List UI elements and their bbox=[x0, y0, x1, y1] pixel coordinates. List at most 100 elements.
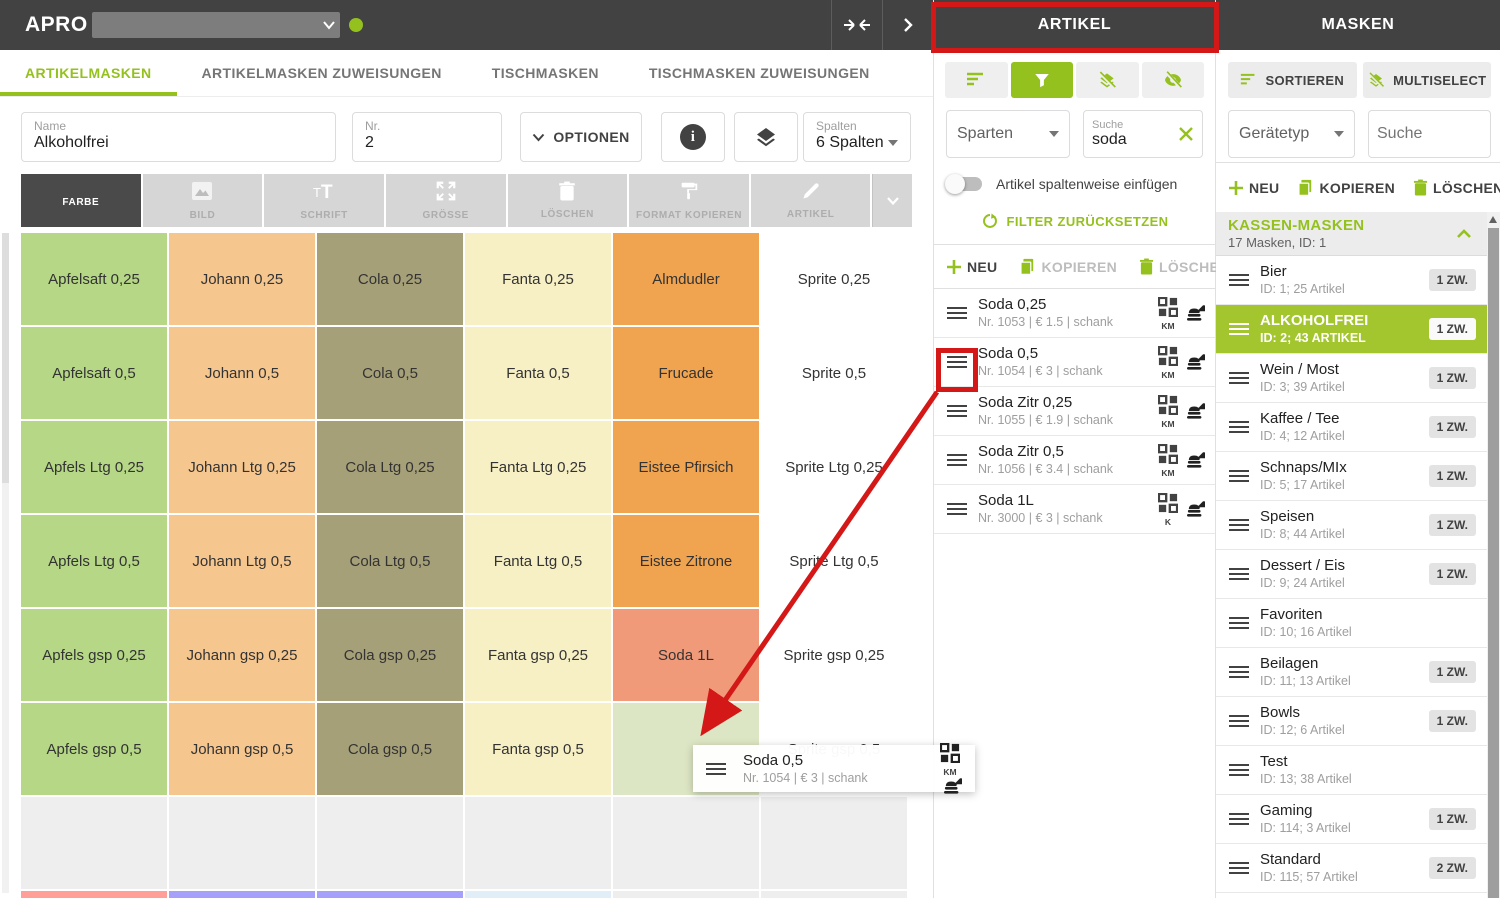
masken-neu-button[interactable]: NEU bbox=[1228, 180, 1279, 196]
drag-handle-icon[interactable] bbox=[946, 404, 968, 418]
grid-cell-sprite-0-5[interactable]: Sprite 0,5 bbox=[761, 327, 907, 419]
tab-artikelmasken-zuweisungen[interactable]: ARTIKELMASKEN ZUWEISUNGEN bbox=[201, 65, 442, 81]
clear-search-icon[interactable] bbox=[1178, 126, 1194, 142]
grid-cell[interactable] bbox=[613, 797, 759, 889]
mask-item-speisen[interactable]: Speisen ID: 8; 44 Artikel 1 ZW. bbox=[1216, 501, 1500, 550]
mask-item-alkoholfrei[interactable]: ALKOHOLFREI ID: 2; 43 ARTIKEL 1 ZW. bbox=[1216, 305, 1500, 354]
artikel-kopieren-button[interactable]: KOPIEREN bbox=[1019, 258, 1117, 276]
artikel-item-soda-1l[interactable]: Soda 1L Nr. 3000 | € 3 | schank K bbox=[934, 485, 1215, 534]
grid-cell-johann-gsp-0-5[interactable]: Johann gsp 0,5 bbox=[169, 703, 315, 795]
hide-preview-button[interactable] bbox=[1141, 62, 1204, 98]
grid-cell-fanta-gsp-0-25[interactable]: Fanta gsp 0,25 bbox=[465, 609, 611, 701]
artikel-neu-button[interactable]: NEU bbox=[946, 259, 997, 275]
grid-cell-sprite-gsp-0-25[interactable]: Sprite gsp 0,25 bbox=[761, 609, 907, 701]
drag-handle-icon[interactable] bbox=[946, 502, 968, 516]
tab-tischmasken-zuweisungen[interactable]: TISCHMASKEN ZUWEISUNGEN bbox=[648, 65, 870, 81]
grid-cell-johann-ltg-0-5[interactable]: Johann Ltg 0,5 bbox=[169, 515, 315, 607]
artikel-item-soda-0-5[interactable]: Soda 0,5 Nr. 1054 | € 3 | schank KM bbox=[934, 338, 1215, 387]
grid-cell[interactable] bbox=[317, 891, 463, 898]
masken-kopieren-button[interactable]: KOPIEREN bbox=[1297, 179, 1395, 197]
grid-cell-johann-gsp-0-25[interactable]: Johann gsp 0,25 bbox=[169, 609, 315, 701]
grid-cell-cola-gsp-0-25[interactable]: Cola gsp 0,25 bbox=[317, 609, 463, 701]
geraetetyp-select[interactable]: Gerätetyp bbox=[1228, 110, 1355, 158]
nr-field[interactable]: Nr. 2 bbox=[352, 112, 502, 162]
format-image-button[interactable]: BILD bbox=[142, 174, 263, 227]
drag-handle-icon[interactable] bbox=[1228, 322, 1250, 336]
masken-scrollbar[interactable] bbox=[1487, 212, 1500, 898]
grid-cell[interactable] bbox=[613, 891, 759, 898]
grid-cell[interactable] bbox=[761, 891, 907, 898]
drag-handle-icon[interactable] bbox=[1228, 763, 1250, 777]
grid-cell-cola-0-25[interactable]: Cola 0,25 bbox=[317, 233, 463, 325]
tab-artikelmasken[interactable]: ARTIKELMASKEN bbox=[0, 50, 177, 96]
drag-handle-icon[interactable] bbox=[1228, 420, 1250, 434]
format-swatch-button[interactable]: FARBE bbox=[21, 174, 141, 227]
format-roller-button[interactable]: FORMAT KOPIEREN bbox=[629, 174, 749, 227]
scroll-up-arrow[interactable] bbox=[1489, 216, 1497, 223]
grid-cell-almdudler[interactable]: Almdudler bbox=[613, 233, 759, 325]
artikel-loeschen-button[interactable]: LÖSCHEN bbox=[1139, 258, 1230, 275]
grid-cell[interactable] bbox=[465, 797, 611, 889]
grid-cell[interactable] bbox=[465, 891, 611, 898]
drag-handle-icon[interactable] bbox=[1228, 371, 1250, 385]
mask-item-bier[interactable]: Bier ID: 1; 25 Artikel 1 ZW. bbox=[1216, 256, 1500, 305]
kassen-masken-group-header[interactable]: KASSEN-MASKEN 17 Masken, ID: 1 bbox=[1216, 212, 1500, 256]
mask-item-standard[interactable]: Standard ID: 115; 57 Artikel 2 ZW. bbox=[1216, 844, 1500, 893]
tab-tischmasken[interactable]: TISCHMASKEN bbox=[491, 65, 599, 81]
chevron-up-icon[interactable] bbox=[1456, 228, 1472, 239]
collapse-panels-button[interactable] bbox=[831, 0, 882, 50]
grid-cell-johann-ltg-0-25[interactable]: Johann Ltg 0,25 bbox=[169, 421, 315, 513]
mask-item-favoriten[interactable]: Favoriten ID: 10; 16 Artikel bbox=[1216, 599, 1500, 648]
columnwise-insert-toggle[interactable]: Artikel spaltenweise einfügen bbox=[934, 162, 1215, 196]
grid-cell[interactable] bbox=[21, 891, 167, 898]
sortieren-button[interactable]: SORTIEREN bbox=[1228, 62, 1357, 98]
grid-cell-fanta-ltg-0-25[interactable]: Fanta Ltg 0,25 bbox=[465, 421, 611, 513]
masken-loeschen-button[interactable]: LÖSCHEN bbox=[1413, 179, 1500, 196]
mask-item-gaming[interactable]: Gaming ID: 114; 3 Artikel 1 ZW. bbox=[1216, 795, 1500, 844]
grid-cell[interactable] bbox=[169, 891, 315, 898]
grid-cell-apfels-ltg-0-5[interactable]: Apfels Ltg 0,5 bbox=[21, 515, 167, 607]
grid-cell-eistee-pfirsich[interactable]: Eistee Pfirsich bbox=[613, 421, 759, 513]
grid-cell-apfelsaft-0-25[interactable]: Apfelsaft 0,25 bbox=[21, 233, 167, 325]
drag-handle-icon[interactable] bbox=[946, 306, 968, 320]
drag-handle-icon[interactable] bbox=[1228, 518, 1250, 532]
grid-cell-soda-1l[interactable]: Soda 1L bbox=[613, 609, 759, 701]
grid-cell[interactable] bbox=[761, 797, 907, 889]
layers-button[interactable] bbox=[734, 112, 798, 162]
multiselect-button[interactable]: MULTISELECT bbox=[1362, 62, 1491, 98]
grid-cell-fanta-ltg-0-5[interactable]: Fanta Ltg 0,5 bbox=[465, 515, 611, 607]
grid-cell[interactable] bbox=[169, 797, 315, 889]
mask-item-test[interactable]: Test ID: 13; 38 Artikel bbox=[1216, 746, 1500, 795]
mask-item-wein-most[interactable]: Wein / Most ID: 3; 39 Artikel 1 ZW. bbox=[1216, 354, 1500, 403]
grid-cell-fanta-0-25[interactable]: Fanta 0,25 bbox=[465, 233, 611, 325]
artikel-item-soda-zitr-0-5[interactable]: Soda Zitr 0,5 Nr. 1056 | € 3.4 | schank KM bbox=[934, 436, 1215, 485]
grid-cell-apfelsaft-0-5[interactable]: Apfelsaft 0,5 bbox=[21, 327, 167, 419]
sort-button[interactable] bbox=[945, 62, 1008, 98]
artikel-item-soda-0-25[interactable]: Soda 0,25 Nr. 1053 | € 1.5 | schank KM bbox=[934, 289, 1215, 338]
grid-cell-eistee-zitrone[interactable]: Eistee Zitrone bbox=[613, 515, 759, 607]
grid-cell-sprite-ltg-0-5[interactable]: Sprite Ltg 0,5 bbox=[761, 515, 907, 607]
mask-item-bowls[interactable]: Bowls ID: 12; 6 Artikel 1 ZW. bbox=[1216, 697, 1500, 746]
filter-button[interactable] bbox=[1010, 62, 1073, 98]
drag-handle-icon[interactable] bbox=[1228, 861, 1250, 875]
grid-cell-cola-gsp-0-5[interactable]: Cola gsp 0,5 bbox=[317, 703, 463, 795]
hide-layers-button[interactable] bbox=[1076, 62, 1139, 98]
grid-cell-sprite-ltg-0-25[interactable]: Sprite Ltg 0,25 bbox=[761, 421, 907, 513]
masken-search-field[interactable]: Suche bbox=[1368, 110, 1491, 158]
name-field[interactable]: Name Alkoholfrei bbox=[21, 112, 336, 162]
grid-cell-cola-ltg-0-5[interactable]: Cola Ltg 0,5 bbox=[317, 515, 463, 607]
environment-dropdown[interactable] bbox=[91, 12, 340, 38]
grid-cell-cola-0-5[interactable]: Cola 0,5 bbox=[317, 327, 463, 419]
mask-item-kaffee-tee[interactable]: Kaffee / Tee ID: 4; 12 Artikel 1 ZW. bbox=[1216, 403, 1500, 452]
drag-handle-icon[interactable] bbox=[1228, 812, 1250, 826]
grid-cell-apfels-ltg-0-25[interactable]: Apfels Ltg 0,25 bbox=[21, 421, 167, 513]
drag-handle-icon[interactable] bbox=[1228, 273, 1250, 287]
grid-cell-frucade[interactable]: Frucade bbox=[613, 327, 759, 419]
format-more-button[interactable] bbox=[872, 174, 913, 227]
filter-reset-button[interactable]: FILTER ZURÜCKSETZEN bbox=[934, 196, 1215, 244]
grid-scrollbar[interactable] bbox=[2, 233, 9, 893]
drag-handle-icon[interactable] bbox=[1228, 616, 1250, 630]
scrollbar-thumb[interactable] bbox=[1488, 228, 1499, 898]
mask-item-schnaps-mix[interactable]: Schnaps/MIx ID: 5; 17 Artikel 1 ZW. bbox=[1216, 452, 1500, 501]
grid-cell-apfels-gsp-0-25[interactable]: Apfels gsp 0,25 bbox=[21, 609, 167, 701]
